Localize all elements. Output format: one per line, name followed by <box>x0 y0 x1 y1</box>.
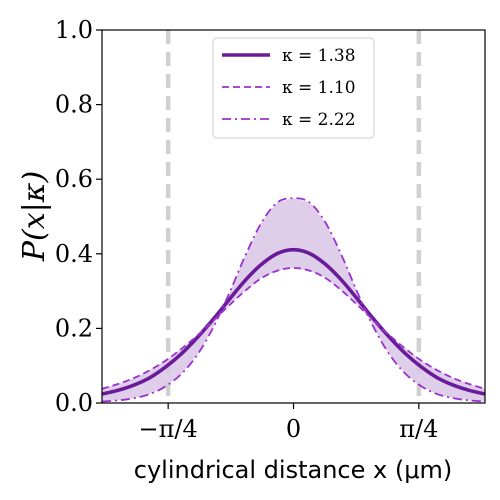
x-axis-label: cylindrical distance x (μm) <box>134 456 452 484</box>
legend-label-0: κ = 1.38 <box>282 46 356 66</box>
x-tick-label-2: π/4 <box>399 415 438 443</box>
legend-box <box>212 37 375 139</box>
fill-between-region <box>102 198 485 402</box>
y-tick-label-3: 0.6 <box>55 165 93 193</box>
y-tick-label-0: 0.0 <box>55 389 93 417</box>
y-tick-label-2: 0.4 <box>55 240 93 268</box>
series-lines <box>102 197 485 403</box>
axis-ticks: −π/4 0 π/4 0.0 0.2 0.4 0.6 0.8 1.0 <box>55 16 439 443</box>
legend-label-2: κ = 2.22 <box>282 110 356 130</box>
reference-lines <box>165 30 422 403</box>
y-axis-label: P(x|κ) <box>17 171 52 262</box>
series-line-1 <box>102 267 485 390</box>
x-tick-label-1: 0 <box>286 415 301 443</box>
x-tick-label-0: −π/4 <box>139 415 198 443</box>
plot-area <box>102 30 485 403</box>
legend-label-1: κ = 1.10 <box>282 78 356 98</box>
y-tick-label-5: 1.0 <box>55 16 93 44</box>
y-tick-label-1: 0.2 <box>55 314 93 342</box>
y-tick-label-4: 0.8 <box>55 91 93 119</box>
legend: κ = 1.38 κ = 1.10 κ = 2.22 <box>212 37 375 139</box>
series-line-0 <box>102 247 485 396</box>
series-line-2 <box>102 197 485 403</box>
